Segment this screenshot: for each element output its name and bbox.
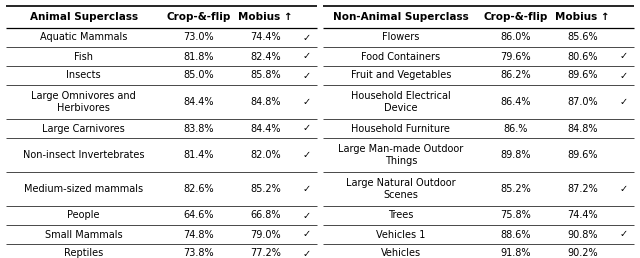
Text: 89.8%: 89.8% bbox=[500, 150, 531, 160]
Text: Small Mammals: Small Mammals bbox=[45, 230, 123, 239]
Text: 64.6%: 64.6% bbox=[184, 211, 214, 221]
Text: Mobius ↑: Mobius ↑ bbox=[556, 12, 610, 22]
Text: Vehicles: Vehicles bbox=[381, 248, 421, 258]
Text: Non-insect Invertebrates: Non-insect Invertebrates bbox=[23, 150, 145, 160]
Text: Flowers: Flowers bbox=[382, 33, 419, 43]
Text: ✓: ✓ bbox=[302, 150, 310, 160]
Text: 79.6%: 79.6% bbox=[500, 52, 531, 61]
Text: 86.%: 86.% bbox=[504, 124, 528, 133]
Text: ✓: ✓ bbox=[302, 124, 310, 133]
Text: Reptiles: Reptiles bbox=[64, 248, 104, 258]
Text: 79.0%: 79.0% bbox=[250, 230, 281, 239]
Text: Animal Superclass: Animal Superclass bbox=[29, 12, 138, 22]
Text: ✓: ✓ bbox=[302, 230, 310, 239]
Text: 84.8%: 84.8% bbox=[250, 97, 281, 107]
Text: ✓: ✓ bbox=[302, 248, 310, 258]
Text: 87.0%: 87.0% bbox=[568, 97, 598, 107]
Text: 85.2%: 85.2% bbox=[250, 184, 281, 194]
Text: Aquatic Mammals: Aquatic Mammals bbox=[40, 33, 127, 43]
Text: 85.2%: 85.2% bbox=[500, 184, 531, 194]
Text: 89.6%: 89.6% bbox=[568, 150, 598, 160]
Text: People: People bbox=[67, 211, 100, 221]
Text: 90.2%: 90.2% bbox=[568, 248, 598, 258]
Text: 81.4%: 81.4% bbox=[184, 150, 214, 160]
Text: 73.0%: 73.0% bbox=[184, 33, 214, 43]
Text: Crop-&-flip: Crop-&-flip bbox=[166, 12, 231, 22]
Text: 86.0%: 86.0% bbox=[500, 33, 531, 43]
Text: Insects: Insects bbox=[67, 70, 101, 80]
Text: 84.4%: 84.4% bbox=[250, 124, 281, 133]
Text: ✓: ✓ bbox=[302, 33, 310, 43]
Text: 90.8%: 90.8% bbox=[568, 230, 598, 239]
Text: Trees: Trees bbox=[388, 211, 413, 221]
Text: ✓: ✓ bbox=[302, 70, 310, 80]
Text: 77.2%: 77.2% bbox=[250, 248, 281, 258]
Text: Large Man-made Outdoor
Things: Large Man-made Outdoor Things bbox=[338, 144, 463, 166]
Text: Non-Animal Superclass: Non-Animal Superclass bbox=[333, 12, 468, 22]
Text: Large Carnivores: Large Carnivores bbox=[42, 124, 125, 133]
Text: 75.8%: 75.8% bbox=[500, 211, 531, 221]
Text: Medium-sized mammals: Medium-sized mammals bbox=[24, 184, 143, 194]
Text: 84.4%: 84.4% bbox=[184, 97, 214, 107]
Text: ✓: ✓ bbox=[619, 184, 627, 194]
Text: ✓: ✓ bbox=[302, 184, 310, 194]
Text: Household Electrical
Device: Household Electrical Device bbox=[351, 91, 451, 113]
Text: 85.0%: 85.0% bbox=[184, 70, 214, 80]
Text: 73.8%: 73.8% bbox=[184, 248, 214, 258]
Text: Crop-&-flip: Crop-&-flip bbox=[484, 12, 548, 22]
Text: ✓: ✓ bbox=[302, 97, 310, 107]
Text: 85.8%: 85.8% bbox=[250, 70, 281, 80]
Text: 84.8%: 84.8% bbox=[568, 124, 598, 133]
Text: 88.6%: 88.6% bbox=[500, 230, 531, 239]
Text: 82.0%: 82.0% bbox=[250, 150, 281, 160]
Text: Mobius ↑: Mobius ↑ bbox=[238, 12, 293, 22]
Text: 74.8%: 74.8% bbox=[184, 230, 214, 239]
Text: ✓: ✓ bbox=[619, 52, 627, 61]
Text: ✓: ✓ bbox=[619, 70, 627, 80]
Text: 85.6%: 85.6% bbox=[568, 33, 598, 43]
Text: 74.4%: 74.4% bbox=[568, 211, 598, 221]
Text: ✓: ✓ bbox=[302, 52, 310, 61]
Text: Household Furniture: Household Furniture bbox=[351, 124, 450, 133]
Text: 82.6%: 82.6% bbox=[184, 184, 214, 194]
Text: Fruit and Vegetables: Fruit and Vegetables bbox=[351, 70, 451, 80]
Text: 86.2%: 86.2% bbox=[500, 70, 531, 80]
Text: ✓: ✓ bbox=[619, 230, 627, 239]
Text: Fish: Fish bbox=[74, 52, 93, 61]
Text: 74.4%: 74.4% bbox=[250, 33, 281, 43]
Text: ✓: ✓ bbox=[302, 211, 310, 221]
Text: 91.8%: 91.8% bbox=[500, 248, 531, 258]
Text: 81.8%: 81.8% bbox=[184, 52, 214, 61]
Text: 86.4%: 86.4% bbox=[500, 97, 531, 107]
Text: 82.4%: 82.4% bbox=[250, 52, 281, 61]
Text: 89.6%: 89.6% bbox=[568, 70, 598, 80]
Text: 80.6%: 80.6% bbox=[568, 52, 598, 61]
Text: Food Containers: Food Containers bbox=[361, 52, 440, 61]
Text: Large Omnivores and
Herbivores: Large Omnivores and Herbivores bbox=[31, 91, 136, 113]
Text: 87.2%: 87.2% bbox=[567, 184, 598, 194]
Text: Vehicles 1: Vehicles 1 bbox=[376, 230, 426, 239]
Text: ✓: ✓ bbox=[619, 97, 627, 107]
Text: 83.8%: 83.8% bbox=[184, 124, 214, 133]
Text: Large Natural Outdoor
Scenes: Large Natural Outdoor Scenes bbox=[346, 178, 456, 200]
Text: 66.8%: 66.8% bbox=[250, 211, 281, 221]
